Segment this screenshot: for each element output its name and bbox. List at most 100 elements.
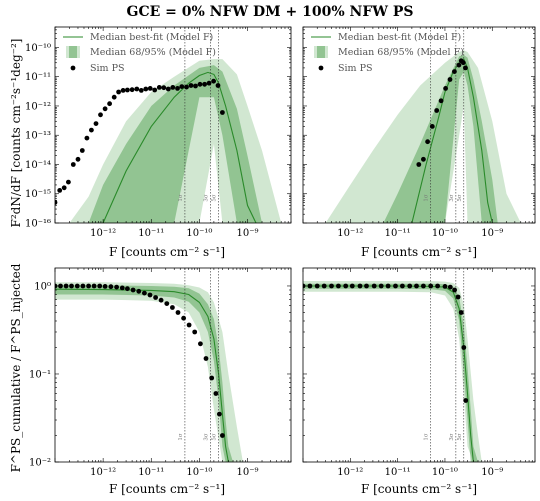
sim-point: [458, 310, 464, 315]
sim-point: [209, 375, 215, 381]
sim-point: [61, 185, 67, 191]
sim-point: [184, 84, 189, 90]
sigma-label: 3σ: [449, 433, 455, 440]
sim-point: [188, 83, 194, 88]
legend-band-label: Median 68/95% (Model F): [338, 47, 464, 58]
sim-point: [364, 283, 369, 289]
sim-point: [461, 345, 467, 350]
sigma-label: 3σ: [449, 194, 455, 201]
sim-point: [136, 288, 142, 294]
sim-point: [93, 121, 99, 126]
sim-point: [79, 148, 85, 153]
sim-point: [343, 283, 349, 289]
x-tick-label: 10⁻¹²: [90, 228, 116, 239]
sim-point: [175, 310, 181, 315]
sim-point: [66, 179, 71, 185]
sim-point: [215, 83, 221, 88]
sim-point: [147, 86, 153, 91]
y-tick-label: 10⁻¹⁴: [25, 160, 51, 171]
top-y-axis-label: F²dN/dF [counts cm⁻²s⁻¹deg⁻²]: [9, 39, 23, 228]
x-tick-label: 10⁻¹¹: [138, 228, 164, 239]
sim-point: [170, 305, 175, 310]
sim-point: [314, 283, 320, 289]
x-tick-label: 10⁻¹⁰: [186, 467, 212, 478]
sim-point: [336, 283, 341, 289]
legend-sim-label: Sim PS: [338, 63, 372, 74]
sim-point: [125, 87, 130, 93]
sim-point: [357, 283, 363, 289]
sim-point: [164, 301, 170, 306]
sim-point: [447, 284, 453, 290]
sim-point: [202, 81, 208, 87]
median-line: [102, 71, 257, 223]
sim-point: [407, 283, 413, 289]
x-tick-label: 10⁻⁹: [237, 467, 259, 478]
x-tick-label: 10⁻¹²: [337, 467, 363, 478]
sim-point: [138, 88, 144, 93]
sim-point: [217, 411, 222, 417]
sim-point: [349, 283, 355, 289]
sim-point: [438, 98, 444, 104]
sim-point: [329, 283, 334, 289]
sim-point: [75, 156, 81, 162]
sim-point: [443, 86, 448, 91]
sim-point: [175, 86, 180, 91]
sigma-label: 5σ: [212, 433, 218, 440]
sim-point: [102, 284, 108, 289]
legend-sim-label: Sim PS: [90, 63, 124, 74]
y-tick-label: 10⁻²: [29, 458, 51, 469]
sim-point: [220, 110, 225, 115]
legend-band-swatch-inner: [317, 46, 325, 58]
plot-area: [55, 27, 282, 223]
sim-point: [452, 69, 457, 74]
panel-bottom-right: 1σ 3σ 5σ 10⁻¹² 10⁻¹¹ 10⁻¹⁰ 10⁻⁹: [302, 267, 536, 478]
sim-point: [57, 188, 63, 193]
sim-point: [371, 283, 377, 289]
sim-point: [107, 101, 112, 107]
sim-point: [455, 294, 461, 300]
sim-point: [116, 89, 121, 95]
sim-point: [428, 283, 434, 289]
sim-point: [429, 124, 435, 129]
sim-point: [108, 284, 114, 290]
sim-point: [63, 283, 69, 289]
sim-point: [147, 292, 153, 298]
sigma-label: 5σ: [457, 194, 463, 201]
sim-point: [425, 139, 430, 145]
x-tick-label: 10⁻¹⁰: [186, 228, 212, 239]
plot-area: [303, 268, 482, 462]
sim-point: [400, 283, 405, 289]
median-line: [55, 288, 229, 462]
x-tick-label: 10⁻¹¹: [385, 228, 411, 239]
sigma-label: 1σ: [424, 433, 430, 440]
sim-point: [414, 283, 419, 289]
sim-point: [460, 60, 466, 66]
sim-point: [463, 65, 468, 71]
y-tick-label: 10⁻¹³: [25, 131, 51, 142]
panel-top-left: 1σ 3σ 5σ 10⁻¹² 10⁻¹¹ 10⁻¹⁰ 10⁻⁹ 10⁻¹⁶ 10⁻¹⁵ 10⁻¹⁴…: [25, 26, 292, 239]
sim-point: [161, 85, 167, 91]
axes-frame: [302, 267, 536, 463]
sigma-label: 5σ: [212, 194, 218, 201]
sim-point: [143, 86, 149, 92]
sim-point: [91, 283, 97, 289]
x-tick-label: 10⁻¹²: [90, 467, 116, 478]
sim-point: [156, 85, 162, 90]
legend-band-swatch: [66, 46, 80, 58]
median-line: [303, 285, 474, 462]
sim-point: [165, 86, 171, 92]
y-tick-label: 10⁻¹¹: [25, 72, 51, 83]
sim-point: [58, 283, 63, 289]
band-95: [325, 50, 521, 223]
sim-point: [421, 283, 426, 289]
sim-point: [98, 112, 103, 118]
bottom-right-x-axis-label: F [counts cm⁻² s⁻¹]: [361, 482, 477, 496]
band-95: [69, 59, 282, 223]
x-tick-label: 10⁻¹⁰: [432, 467, 458, 478]
figure-title: GCE = 0% NFW DM + 100% NFW PS: [127, 4, 414, 20]
legend-median-label: Median best-fit (Model F): [90, 32, 213, 43]
sim-point: [111, 94, 117, 100]
sim-point: [220, 433, 225, 438]
sim-point: [74, 283, 80, 289]
sim-point: [86, 283, 91, 289]
